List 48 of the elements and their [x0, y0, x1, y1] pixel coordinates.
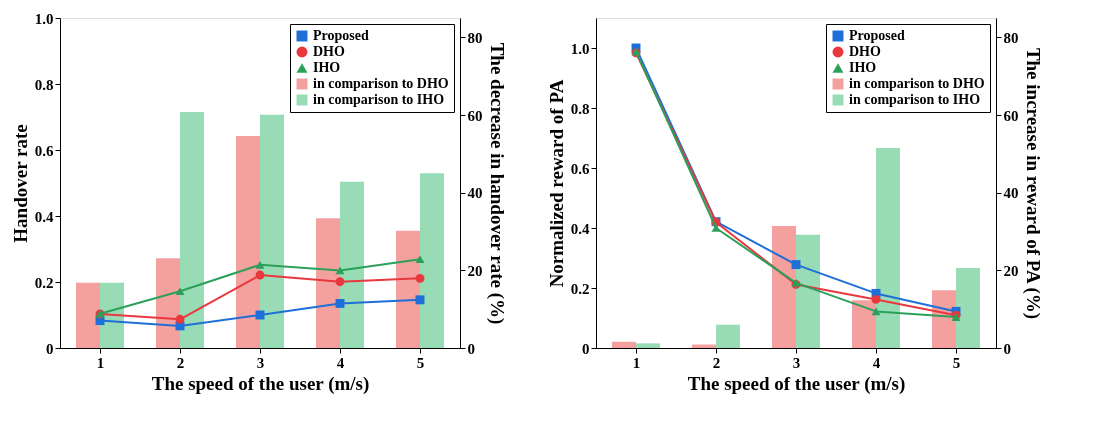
y-axis-title: Handover rate — [9, 124, 31, 243]
y2-tick-label: 40 — [467, 185, 483, 202]
y-tick-label: 1.0 — [34, 10, 54, 27]
y2-tick-label: 60 — [467, 107, 483, 124]
legend-label: in comparison to IHO — [849, 92, 981, 107]
y-tick-label: 0.6 — [34, 142, 54, 159]
y2-tick-label: 0 — [1003, 340, 1011, 357]
x-axis-title: The speed of the user (m/s) — [151, 372, 370, 395]
x-tick-label: 2 — [176, 354, 185, 371]
legend-label: Proposed — [313, 28, 369, 43]
legend-label: in comparison to IHO — [313, 92, 445, 107]
y-tick-label: 0.8 — [34, 76, 54, 93]
y-tick-label: 0.2 — [34, 274, 54, 291]
y-tick-label: 0 — [582, 340, 590, 357]
x-tick-label: 1 — [96, 354, 105, 371]
legend-label: Proposed — [849, 28, 905, 43]
y2-axis-title: The decrease in handover rate (%) — [485, 42, 508, 325]
y2-tick-label: 0 — [467, 340, 475, 357]
y-tick-label: 0.4 — [570, 220, 590, 237]
legend-label: in comparison to DHO — [849, 76, 985, 91]
y2-tick-label: 60 — [1003, 107, 1019, 124]
y2-tick-label: 20 — [467, 262, 483, 279]
x-axis-title: The speed of the user (m/s) — [687, 372, 906, 395]
y-tick-label: 0.4 — [34, 208, 54, 225]
y2-tick-label: 20 — [1003, 262, 1019, 279]
y-tick-label: 0.6 — [570, 160, 590, 177]
x-tick-label: 3 — [256, 354, 265, 371]
y2-tick-label: 80 — [1003, 29, 1019, 46]
x-tick-label: 3 — [792, 354, 801, 371]
legend-label: DHO — [313, 44, 345, 59]
legend-label: IHO — [313, 60, 341, 75]
y-axis-title: Normalized reward of PA — [545, 79, 567, 288]
y2-axis-title: The increase in reward of PA (%) — [1021, 47, 1044, 320]
y2-tick-label: 40 — [1003, 185, 1019, 202]
x-tick-label: 5 — [416, 354, 425, 371]
y-tick-label: 0.2 — [570, 280, 590, 297]
y2-tick-label: 80 — [467, 29, 483, 46]
x-tick-label: 4 — [872, 354, 881, 371]
y-tick-label: 0.8 — [570, 100, 590, 117]
y-tick-label: 0 — [46, 340, 54, 357]
x-tick-label: 1 — [632, 354, 641, 371]
legend-label: DHO — [849, 44, 881, 59]
x-tick-label: 5 — [952, 354, 961, 371]
y-tick-label: 1.0 — [570, 40, 590, 57]
x-tick-label: 2 — [712, 354, 721, 371]
legend-label: in comparison to DHO — [313, 76, 449, 91]
x-tick-label: 4 — [336, 354, 345, 371]
legend-label: IHO — [849, 60, 877, 75]
